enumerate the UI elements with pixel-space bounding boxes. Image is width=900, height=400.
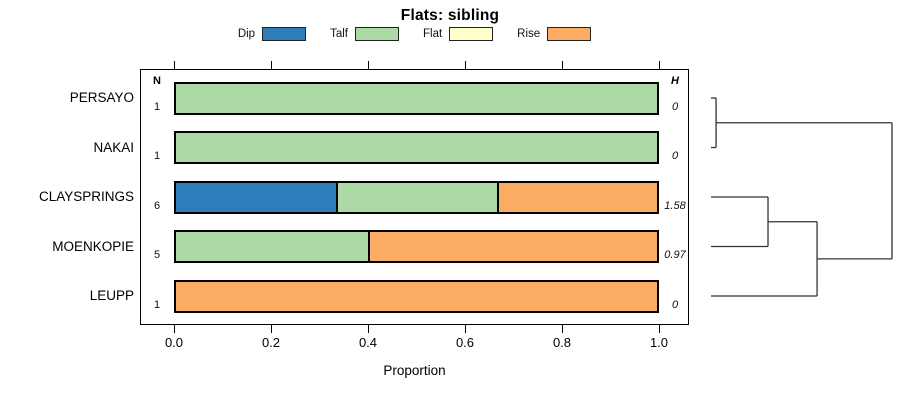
legend-item: Rise bbox=[517, 27, 592, 41]
bar-segment-talf bbox=[336, 182, 497, 212]
legend-swatch bbox=[449, 27, 494, 41]
bar-claysprings bbox=[174, 180, 659, 214]
bar-segment-rise bbox=[368, 232, 657, 261]
x-axis-tick-label: 1.0 bbox=[649, 335, 669, 350]
x-axis-tick-label: 0.8 bbox=[552, 335, 572, 350]
legend-swatch bbox=[354, 27, 399, 41]
x-axis-tick-label: 0.4 bbox=[358, 335, 378, 350]
legend-label: Talf bbox=[330, 28, 348, 40]
bar-persayo bbox=[174, 81, 659, 115]
row-label-leupp: LEUPP bbox=[89, 288, 134, 303]
x-axis-title: Proportion bbox=[383, 363, 446, 378]
row-label-nakai: NAKAI bbox=[93, 139, 134, 155]
legend: Dip Talf Flat Rise bbox=[140, 25, 689, 43]
x-axis-tick-top bbox=[465, 61, 466, 69]
x-axis-tick-top bbox=[174, 61, 175, 69]
x-axis-tick bbox=[659, 325, 660, 333]
x-axis-tick bbox=[465, 325, 466, 333]
h-value: 0.97 bbox=[664, 249, 686, 261]
n-value: 1 bbox=[153, 298, 161, 311]
x-axis-tick bbox=[271, 325, 272, 333]
legend-swatch bbox=[262, 27, 307, 41]
legend-item: Talf bbox=[330, 27, 399, 41]
bar-moenkopie bbox=[174, 230, 659, 263]
bar-segment-talf bbox=[176, 83, 657, 113]
n-value: 1 bbox=[153, 150, 161, 162]
x-axis-tick-label: 0.2 bbox=[261, 335, 281, 350]
n-value: 5 bbox=[153, 249, 161, 261]
row-label-persayo: PERSAYO bbox=[69, 90, 134, 105]
x-axis-tick bbox=[174, 325, 175, 333]
n-value: 1 bbox=[153, 100, 161, 113]
x-axis-tick-label: 0.6 bbox=[455, 335, 475, 350]
h-value: 0 bbox=[671, 298, 679, 311]
bar-nakai bbox=[174, 131, 659, 164]
x-axis-tick-label: 0.0 bbox=[164, 335, 184, 350]
legend-item: Dip bbox=[237, 27, 307, 41]
legend-label: Flat bbox=[422, 28, 443, 40]
x-axis-tick-top bbox=[271, 61, 272, 69]
h-column-header: H bbox=[671, 75, 679, 87]
bar-segment-talf bbox=[176, 232, 369, 261]
x-axis-tick-top bbox=[659, 61, 660, 69]
bar-segment-rise bbox=[176, 281, 657, 311]
chart-title: Flats: sibling bbox=[400, 7, 500, 24]
legend-item: Flat bbox=[422, 27, 494, 41]
bar-segment-talf bbox=[176, 133, 657, 162]
x-axis-tick-top bbox=[368, 61, 369, 69]
legend-swatch bbox=[547, 27, 592, 41]
bar-segment-rise bbox=[496, 182, 657, 212]
x-axis-tick bbox=[562, 325, 563, 333]
h-value: 1.58 bbox=[664, 199, 686, 212]
h-value: 0 bbox=[671, 150, 679, 162]
x-axis-tick bbox=[368, 325, 369, 333]
n-value: 6 bbox=[153, 199, 161, 212]
legend-label: Dip bbox=[237, 28, 256, 40]
h-value: 0 bbox=[671, 100, 679, 113]
bar-segment-dip bbox=[176, 182, 337, 212]
row-label-claysprings: CLAYSPRINGS bbox=[38, 189, 134, 204]
legend-label: Rise bbox=[517, 28, 541, 40]
bar-leupp bbox=[174, 279, 659, 313]
row-label-moenkopie: MOENKOPIE bbox=[52, 238, 134, 254]
x-axis-tick-top bbox=[562, 61, 563, 69]
n-column-header: N bbox=[153, 75, 161, 87]
